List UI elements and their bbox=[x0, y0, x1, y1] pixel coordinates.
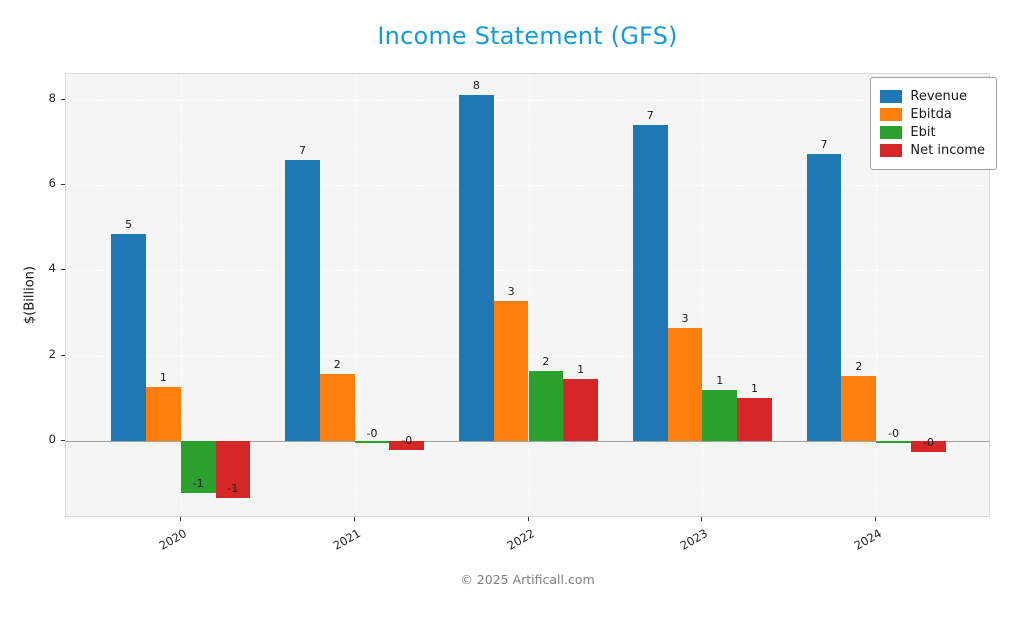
bar bbox=[841, 376, 877, 442]
legend: Revenue Ebitda Ebit Net income bbox=[870, 77, 997, 170]
y-tick-label: 4 bbox=[48, 261, 56, 276]
bar bbox=[180, 441, 216, 493]
bar-value-label: 8 bbox=[472, 79, 480, 93]
bar-value-label: 2 bbox=[855, 360, 863, 374]
zero-baseline bbox=[66, 440, 989, 442]
legend-item: Revenue bbox=[880, 89, 985, 104]
bar-value-label: -0 bbox=[922, 435, 934, 449]
bar-value-label: 3 bbox=[681, 312, 689, 326]
legend-label: Ebitda bbox=[910, 107, 952, 122]
bar bbox=[528, 371, 564, 442]
legend-item: Ebitda bbox=[880, 107, 985, 122]
legend-swatch bbox=[880, 90, 903, 103]
gridline bbox=[528, 74, 530, 516]
x-tick-label: 2024 bbox=[851, 526, 885, 553]
x-tick-label: 2020 bbox=[156, 526, 189, 553]
x-tick-mark bbox=[701, 517, 703, 521]
bar-value-label: 1 bbox=[751, 382, 759, 396]
bar bbox=[806, 153, 842, 442]
gridline bbox=[876, 74, 878, 516]
bar-value-label: -1 bbox=[227, 481, 239, 495]
x-tick-label: 2023 bbox=[678, 526, 711, 553]
bar bbox=[354, 441, 390, 444]
bar bbox=[632, 125, 668, 442]
bar-value-label: 1 bbox=[716, 374, 724, 388]
bar-value-label: 1 bbox=[577, 363, 585, 377]
gridline bbox=[66, 99, 989, 101]
y-tick-mark bbox=[61, 98, 65, 100]
y-tick-mark bbox=[61, 440, 65, 442]
bar-value-label: 5 bbox=[125, 218, 133, 232]
chart-title: Income Statement (GFS) bbox=[377, 22, 678, 50]
bar-value-label: -0 bbox=[366, 427, 378, 441]
plot-area: 5 7 8 7 7 1 2 3 3 2 -1 -0 2 1 -0 -1 -0 1 1 -0 bbox=[65, 73, 990, 517]
bar bbox=[389, 441, 425, 450]
legend-swatch bbox=[880, 126, 903, 139]
footer-text: © 2025 Artificall.com bbox=[460, 572, 595, 587]
y-tick-label: 8 bbox=[48, 90, 56, 105]
legend-swatch bbox=[880, 144, 903, 157]
bar bbox=[319, 374, 355, 442]
x-tick-mark bbox=[179, 517, 181, 521]
bar bbox=[458, 95, 494, 442]
x-tick-mark bbox=[875, 517, 877, 521]
gridline bbox=[66, 441, 989, 443]
y-tick-label: 6 bbox=[48, 176, 56, 190]
bar bbox=[911, 441, 946, 452]
y-tick-mark bbox=[61, 269, 65, 271]
bar-value-label: 2 bbox=[333, 358, 341, 372]
bar-value-label: 7 bbox=[820, 137, 828, 151]
bar-value-label: 2 bbox=[542, 355, 550, 369]
legend-label: Revenue bbox=[910, 89, 968, 104]
bar bbox=[737, 398, 772, 442]
x-tick-label: 2022 bbox=[504, 526, 537, 553]
legend-label: Ebit bbox=[910, 125, 936, 140]
legend-item: Net income bbox=[880, 143, 985, 158]
legend-label: Net income bbox=[910, 143, 985, 158]
bar-value-label: 7 bbox=[298, 144, 306, 158]
bar bbox=[493, 301, 529, 442]
bar bbox=[111, 234, 146, 442]
bar bbox=[563, 379, 599, 442]
bar-value-label: 3 bbox=[507, 285, 515, 299]
legend-item: Ebit bbox=[880, 125, 985, 140]
y-tick-mark bbox=[61, 354, 65, 356]
bar-value-label: 1 bbox=[159, 370, 167, 384]
y-tick-label: 2 bbox=[48, 346, 56, 361]
bar-value-label: -0 bbox=[888, 427, 900, 441]
x-tick-label: 2021 bbox=[330, 526, 363, 553]
bar-value-label: -1 bbox=[192, 476, 204, 490]
y-tick-mark bbox=[61, 184, 65, 185]
bar bbox=[876, 441, 911, 444]
gridline bbox=[180, 74, 182, 516]
y-tick-label: 0 bbox=[48, 432, 56, 447]
bar bbox=[667, 328, 703, 442]
legend-swatch bbox=[880, 108, 903, 121]
bar bbox=[145, 386, 181, 442]
gridline bbox=[354, 74, 356, 516]
gridline bbox=[702, 74, 704, 516]
bar bbox=[702, 390, 738, 442]
gridline bbox=[66, 270, 989, 272]
bar bbox=[215, 441, 251, 498]
x-tick-mark bbox=[527, 517, 529, 521]
bar-value-label: -0 bbox=[401, 433, 413, 447]
bar bbox=[285, 160, 320, 442]
gridline bbox=[66, 185, 989, 186]
bar-value-label: 7 bbox=[646, 109, 654, 123]
x-tick-mark bbox=[353, 517, 355, 521]
